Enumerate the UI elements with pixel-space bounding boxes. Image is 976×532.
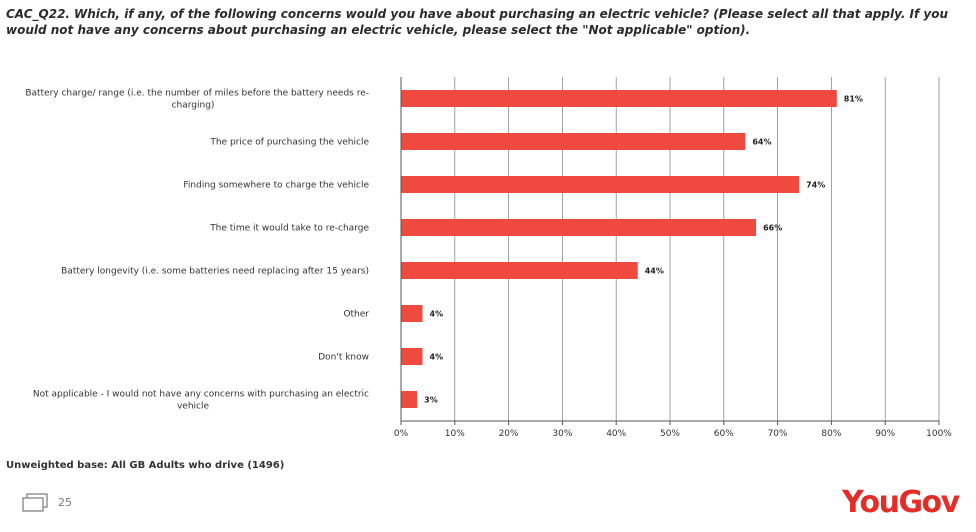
bar (401, 305, 423, 322)
base-note: Unweighted base: All GB Adults who drive… (6, 460, 285, 471)
question-code: CAC_Q22. (6, 7, 70, 21)
bar (401, 90, 837, 107)
value-label: 66% (763, 224, 782, 233)
bar (401, 133, 746, 150)
x-tick-label: 30% (552, 429, 572, 439)
value-label: 64% (752, 138, 771, 147)
x-tick-label: 100% (926, 429, 952, 439)
slides-icon (22, 493, 48, 512)
category-label: The price of purchasing the vehicle (209, 138, 369, 148)
category-label: Battery longevity (i.e. some batteries n… (61, 267, 369, 277)
x-tick-label: 20% (499, 429, 519, 439)
yougov-logo: YouGov (842, 485, 960, 520)
x-tick-label: 40% (606, 429, 626, 439)
bar (401, 262, 638, 279)
category-label: The time it would take to re-charge (209, 224, 369, 234)
value-label: 44% (645, 267, 664, 276)
category-label: Battery charge/ range (i.e. the number o… (25, 89, 369, 99)
value-label: 4% (430, 310, 444, 319)
bar (401, 348, 423, 365)
chart-question: CAC_Q22. Which, if any, of the following … (6, 6, 956, 38)
category-label: charging) (172, 101, 215, 111)
x-tick-label: 50% (660, 429, 680, 439)
bar (401, 219, 757, 236)
x-tick-label: 60% (714, 429, 734, 439)
value-label: 4% (430, 353, 444, 362)
value-label: 3% (424, 396, 438, 405)
value-label: 74% (806, 181, 825, 190)
bar (401, 391, 418, 408)
x-tick-label: 70% (768, 429, 788, 439)
value-label: 81% (844, 95, 863, 104)
category-label: vehicle (177, 402, 210, 412)
category-label: Other (343, 310, 369, 320)
x-tick-label: 0% (394, 429, 409, 439)
x-tick-label: 10% (445, 429, 465, 439)
page-number: 25 (58, 496, 72, 509)
category-label: Finding somewhere to charge the vehicle (183, 181, 369, 191)
x-tick-label: 80% (821, 429, 841, 439)
category-label: Not applicable - I would not have any co… (33, 390, 369, 400)
x-tick-label: 90% (875, 429, 895, 439)
category-label: Don't know (318, 353, 369, 363)
bar (401, 176, 800, 193)
question-text: Which, if any, of the following concerns… (6, 7, 949, 37)
